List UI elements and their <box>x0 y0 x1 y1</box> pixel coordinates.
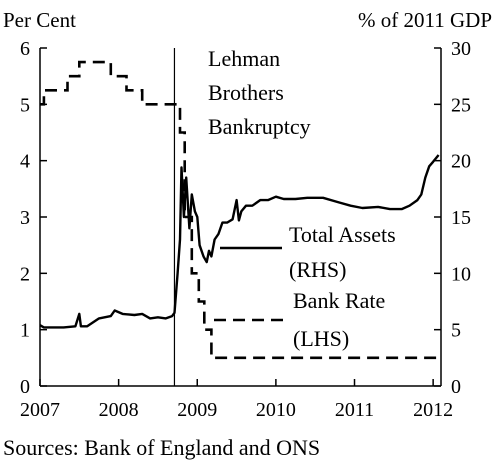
left-tick-label: 0 <box>20 376 30 398</box>
x-tick-label: 2012 <box>413 399 453 421</box>
left-tick-label: 5 <box>20 94 30 116</box>
x-tick-label: 2011 <box>335 399 374 421</box>
tick-labels: 0 1 2 3 4 5 6 0 5 10 15 20 25 30 2007 2008 2009 2010 2011 2… <box>20 38 471 421</box>
right-tick-label: 10 <box>451 263 471 285</box>
ticks <box>39 47 441 387</box>
legend-total-assets-line-1: Total Assets <box>289 222 396 247</box>
right-tick-label: 20 <box>451 151 471 173</box>
right-tick-label: 25 <box>451 94 471 116</box>
right-tick-label: 0 <box>451 376 461 398</box>
event-label-line-2: Brothers <box>208 80 284 105</box>
x-tick-label: 2010 <box>256 399 296 421</box>
series-total-assets-line <box>39 154 440 329</box>
right-tick-label: 5 <box>451 320 461 342</box>
left-tick-label: 2 <box>20 263 30 285</box>
x-tick-label: 2007 <box>20 399 60 421</box>
right-tick-label: 30 <box>451 38 471 60</box>
left-axis-title: Per Cent <box>3 8 76 32</box>
x-tick-label: 2008 <box>99 399 139 421</box>
sources-note: Sources: Bank of England and ONS <box>3 435 320 460</box>
left-tick-label: 4 <box>20 151 30 173</box>
x-tick-label: 2009 <box>177 399 217 421</box>
legend-bank-rate-line-2: (LHS) <box>293 326 349 351</box>
legend-total-assets-line-2: (RHS) <box>289 257 346 282</box>
event-label-line-3: Bankruptcy <box>208 114 311 139</box>
event-label-line-1: Lehman <box>208 46 280 71</box>
right-tick-label: 15 <box>451 207 471 229</box>
left-tick-label: 1 <box>20 320 30 342</box>
left-tick-label: 3 <box>20 207 30 229</box>
right-axis-title: % of 2011 GDP <box>358 8 492 32</box>
legend-bank-rate-line-1: Bank Rate <box>293 288 385 313</box>
left-tick-label: 6 <box>20 38 30 60</box>
series-bank-rate-line <box>40 60 441 360</box>
